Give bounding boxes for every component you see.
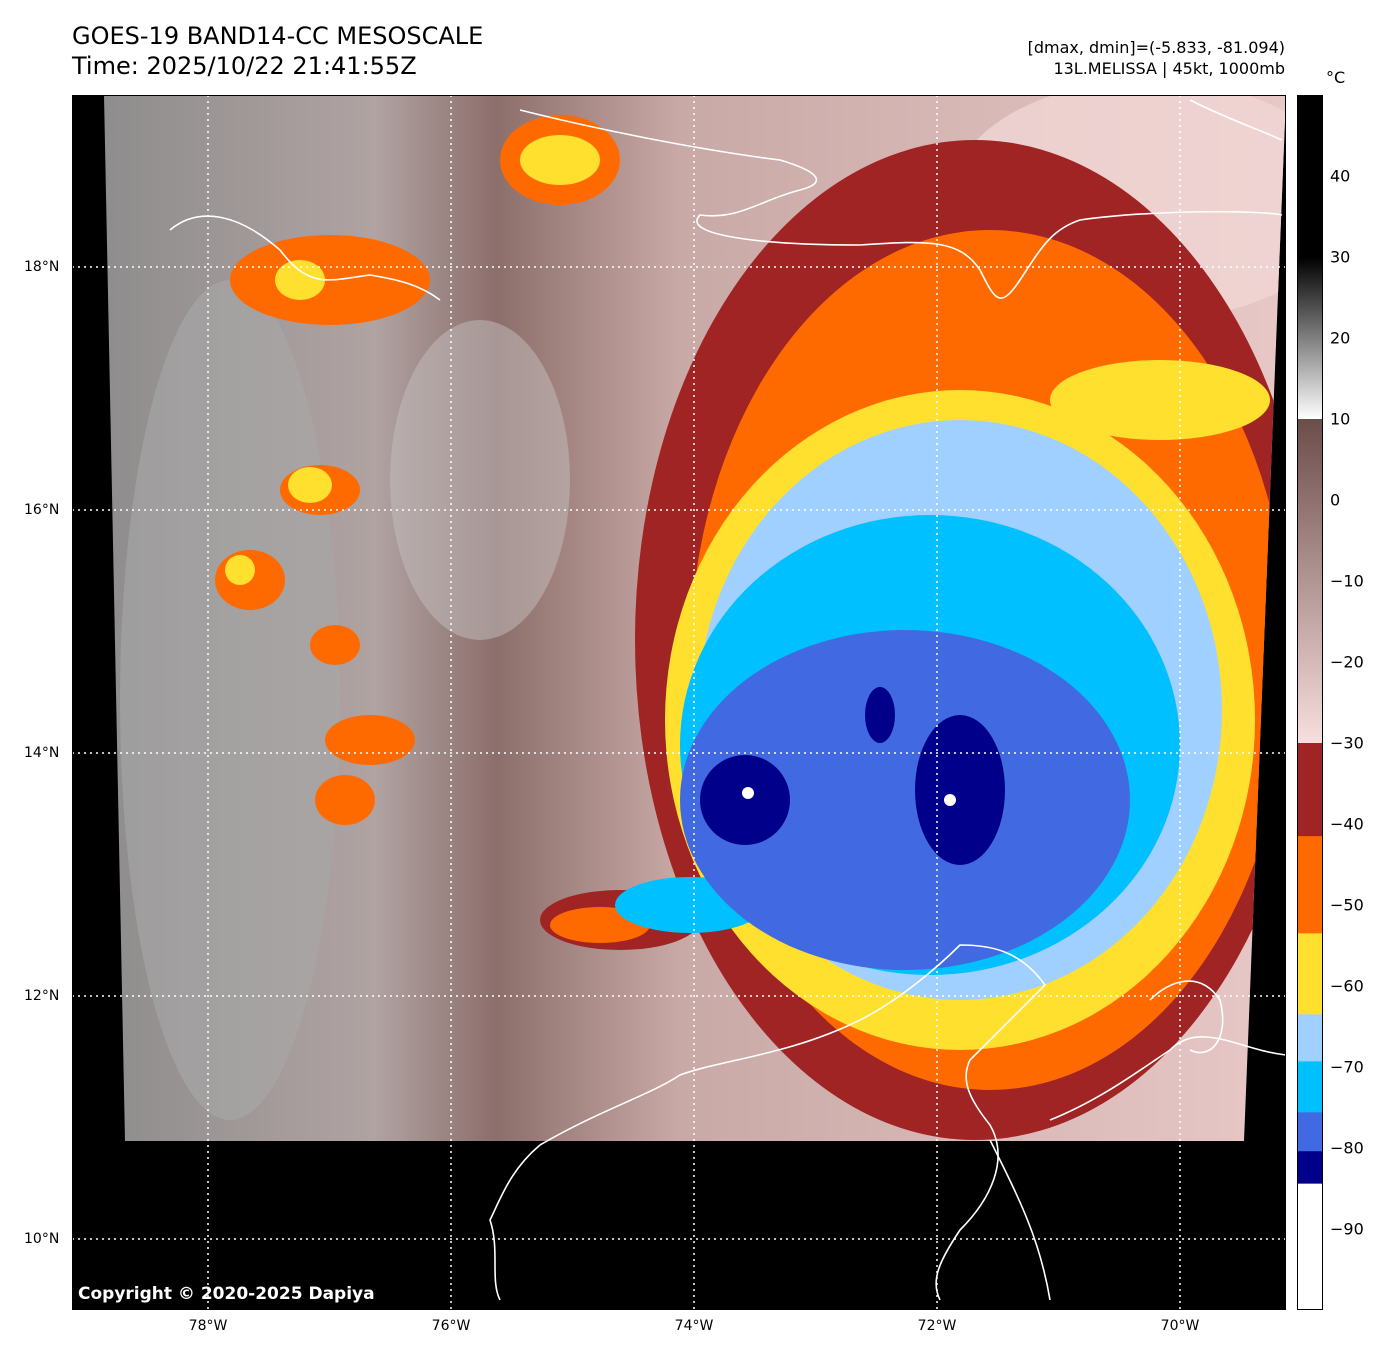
colorbar-segment bbox=[1297, 836, 1323, 934]
colorbar-segment bbox=[1297, 95, 1323, 258]
timestamp: Time: 2025/10/22 21:41:55Z bbox=[72, 52, 417, 80]
gridlines bbox=[72, 95, 1286, 1310]
lon-tick: 78°W bbox=[188, 1318, 228, 1334]
storm-info: 13L.MELISSA | 45kt, 1000mb bbox=[1053, 59, 1285, 78]
colorbar-segment bbox=[1297, 1112, 1323, 1152]
lon-tick: 74°W bbox=[674, 1318, 714, 1334]
coastlines bbox=[169, 99, 1286, 1301]
colorbar-tick-label: 10 bbox=[1330, 409, 1351, 429]
colorbar-unit: °C bbox=[1326, 68, 1346, 87]
colorbar bbox=[1297, 95, 1323, 1310]
colorbar-tick-label: 20 bbox=[1330, 328, 1351, 348]
colorbar-tick-label: −10 bbox=[1330, 571, 1364, 591]
colorbar-tick-label: −90 bbox=[1330, 1219, 1364, 1239]
colorbar-tick-label: 30 bbox=[1330, 247, 1351, 267]
lat-tick: 18°N bbox=[24, 259, 60, 275]
lon-tick: 72°W bbox=[917, 1318, 957, 1334]
colorbar-segment bbox=[1297, 1183, 1323, 1310]
colorbar-segment bbox=[1297, 1151, 1323, 1185]
lat-tick: 12°N bbox=[24, 988, 60, 1004]
lon-tick: 70°W bbox=[1160, 1318, 1200, 1334]
colorbar-segment bbox=[1297, 743, 1323, 837]
colorbar-tick-label: −40 bbox=[1330, 814, 1364, 834]
colorbar-tick-label: 40 bbox=[1330, 166, 1351, 186]
colorbar-tick-label: 0 bbox=[1330, 490, 1341, 510]
colorbar-segment bbox=[1297, 1014, 1323, 1062]
imagery bbox=[104, 95, 1286, 1141]
lat-tick: 14°N bbox=[24, 745, 60, 761]
colorbar-tick-label: −20 bbox=[1330, 652, 1364, 672]
lat-tick: 10°N bbox=[24, 1231, 60, 1247]
copyright-text: Copyright © 2020-2025 Dapiya bbox=[78, 1284, 375, 1304]
colorbar-segment bbox=[1297, 419, 1323, 744]
temperature-range: [dmax, dmin]=(-5.833, -81.094) bbox=[1027, 38, 1285, 57]
colorbar-tick-label: −70 bbox=[1330, 1057, 1364, 1077]
colorbar-segment bbox=[1297, 933, 1323, 1015]
chart-title: GOES-19 BAND14-CC MESOSCALE bbox=[72, 22, 484, 50]
satellite-map bbox=[72, 95, 1286, 1310]
colorbar-segment bbox=[1297, 1061, 1323, 1113]
colorbar-tick-label: −30 bbox=[1330, 733, 1364, 753]
colorbar-tick-label: −60 bbox=[1330, 976, 1364, 996]
colorbar-frame bbox=[1297, 95, 1323, 1310]
colorbar-tick-label: −80 bbox=[1330, 1138, 1364, 1158]
colorbar-segment bbox=[1297, 257, 1323, 420]
lat-tick: 16°N bbox=[24, 502, 60, 518]
colorbar-tick-label: −50 bbox=[1330, 895, 1364, 915]
lon-tick: 76°W bbox=[431, 1318, 471, 1334]
